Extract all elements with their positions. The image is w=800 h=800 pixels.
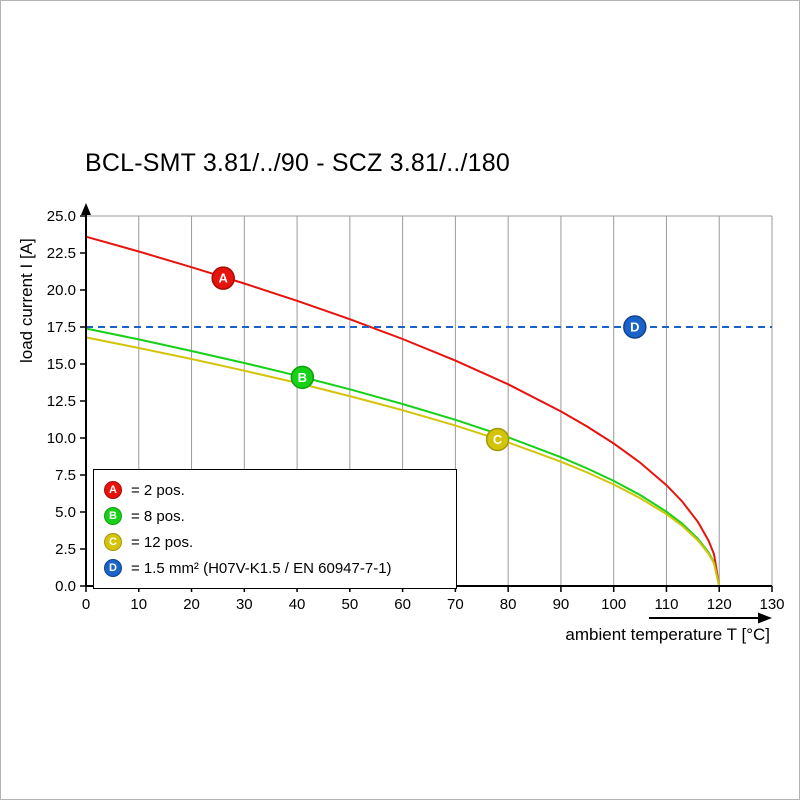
legend-label-D: = 1.5 mm² (H07V-K1.5 / EN 60947-7-1) — [131, 559, 392, 577]
curve-series-C — [85, 336, 721, 587]
y-axis-arrow-icon — [81, 203, 91, 215]
curve-marker-letter: C — [493, 432, 503, 447]
legend-marker-icon-B: B — [104, 507, 122, 525]
y-tick-label: 20.0 — [47, 282, 76, 299]
curve-series-A — [85, 235, 721, 587]
curve-marker-C: C — [485, 427, 510, 452]
x-tick-label: 120 — [707, 596, 732, 613]
x-tick-label: 30 — [236, 596, 253, 613]
y-tick-label: 2.5 — [55, 541, 76, 558]
curve-marker-letter: D — [630, 320, 639, 335]
y-tick-label: 25.0 — [47, 208, 76, 225]
legend: A = 2 pos. B = 8 pos. C = 12 pos. D = 1.5 mm² (… — [93, 469, 457, 589]
x-tick-label: 130 — [759, 596, 784, 613]
x-tick-label: 0 — [82, 596, 90, 613]
x-tick-label: 50 — [342, 596, 359, 613]
legend-item-A: A = 2 pos. — [104, 477, 446, 503]
legend-marker-icon-A: A — [104, 481, 122, 499]
x-axis-arrow-icon — [758, 612, 772, 624]
legend-label-C: = 12 pos. — [131, 533, 194, 551]
legend-marker-icon-D: D — [104, 559, 122, 577]
y-tick-label: 0.0 — [55, 578, 76, 595]
y-tick-label: 7.5 — [55, 467, 76, 484]
y-tick-label: 12.5 — [47, 393, 76, 410]
chart-title: BCL-SMT 3.81/../90 - SCZ 3.81/../180 — [85, 149, 510, 177]
y-tick-label: 22.5 — [47, 245, 76, 262]
x-tick-label: 80 — [500, 596, 517, 613]
curve-marker-D: D — [623, 315, 647, 339]
legend-item-B: B = 8 pos. — [104, 503, 446, 529]
y-tick-label: 17.5 — [47, 319, 76, 336]
legend-marker-icon-C: C — [104, 533, 122, 551]
y-tick-label: 10.0 — [47, 430, 76, 447]
legend-label-A: = 2 pos. — [131, 481, 185, 499]
y-tick-label: 15.0 — [47, 356, 76, 373]
curve-marker-B: B — [290, 365, 315, 390]
x-axis-label: ambient temperature T [°C] — [565, 625, 770, 644]
x-tick-label: 40 — [289, 596, 306, 613]
legend-label-B: = 8 pos. — [131, 507, 185, 525]
legend-item-D: D = 1.5 mm² (H07V-K1.5 / EN 60947-7-1) — [104, 555, 446, 581]
x-tick-label: 60 — [394, 596, 411, 613]
curve-marker-A: A — [211, 266, 235, 290]
curve-series-B — [85, 327, 721, 587]
curve-marker-letter: B — [298, 370, 307, 385]
y-tick-label: 5.0 — [55, 504, 76, 521]
curve-marker-letter: A — [219, 271, 229, 286]
x-tick-label: 90 — [553, 596, 570, 613]
x-tick-label: 100 — [601, 596, 626, 613]
x-tick-label: 20 — [183, 596, 200, 613]
x-tick-label: 10 — [130, 596, 147, 613]
x-tick-label: 70 — [447, 596, 464, 613]
x-tick-label: 110 — [655, 596, 679, 613]
legend-item-C: C = 12 pos. — [104, 529, 446, 555]
